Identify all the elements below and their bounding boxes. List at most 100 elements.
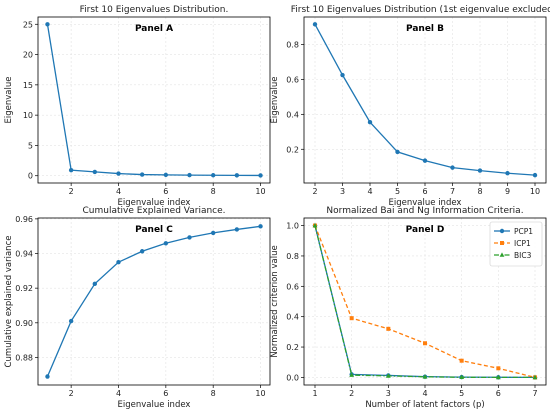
y-tick-label: 10 (23, 111, 33, 120)
x-tick-label: 4 (116, 389, 121, 398)
data-point (92, 281, 98, 287)
x-tick-label: 2 (349, 389, 354, 398)
y-tick-label: 0.6 (286, 75, 299, 84)
data-point (234, 227, 240, 232)
y-tick-label: 0.0 (286, 373, 299, 382)
data-point (116, 259, 121, 265)
x-tick-label: 3 (340, 187, 345, 196)
x-tick-label: 7 (532, 389, 537, 398)
data-point (92, 169, 98, 175)
data-point (312, 22, 318, 27)
y-tick-label: 0.92 (15, 284, 33, 293)
legend-label: ICP1 (514, 239, 531, 248)
data-point (450, 165, 455, 170)
x-tick-label: 6 (422, 187, 427, 196)
y-tick-label: 1.0 (286, 222, 299, 231)
data-point (234, 173, 240, 178)
panel-label: Panel D (406, 225, 445, 235)
data-point (395, 149, 400, 155)
chart-title: First 10 Eigenvalues Distribution. (80, 5, 229, 15)
data-point (477, 168, 483, 173)
x-tick-label: 8 (211, 187, 216, 196)
x-axis-label: Eigenvalue index (118, 400, 191, 410)
series-line (46, 225, 261, 377)
x-tick-label: 1 (312, 389, 317, 398)
data-point (68, 318, 74, 324)
x-axis-label: Number of latent factors (p) (365, 400, 484, 410)
x-tick-label: 5 (459, 389, 464, 398)
x-tick-label: 8 (211, 389, 216, 398)
legend-marker (500, 241, 504, 245)
x-tick-label: 10 (255, 187, 265, 196)
data-point (349, 372, 355, 377)
y-tick-label: 0.4 (286, 313, 299, 322)
y-tick-label: 0.4 (286, 110, 299, 119)
y-tick-label: 0.94 (15, 250, 33, 259)
chart-title: Normalized Bai and Ng Information Criter… (326, 206, 523, 216)
data-point (163, 241, 169, 246)
x-tick-label: 2 (69, 389, 74, 398)
data-point (459, 358, 464, 363)
x-tick-label: 2 (312, 187, 317, 196)
x-tick-label: 9 (505, 187, 510, 196)
x-tick-label: 10 (530, 187, 540, 196)
data-point (139, 172, 145, 177)
y-tick-label: 0.2 (286, 343, 299, 352)
x-tick-label: 4 (422, 389, 427, 398)
x-tick-label: 2 (69, 187, 74, 196)
data-point (45, 374, 50, 379)
chart-panel-b: 2 3 4 5 6 7 8 9 10 0.2 0.4 0.6 0.8 First 10 Eigenvalu… (270, 5, 550, 208)
x-tick-label: 5 (395, 187, 400, 196)
data-point (422, 158, 428, 163)
y-tick-label: 0.6 (286, 282, 299, 291)
x-axis-label: Eigenvalue index (389, 198, 462, 208)
legend-marker (499, 228, 505, 234)
data-point (187, 235, 192, 240)
y-axis-label: Cumulative explained variance (4, 236, 14, 368)
axes-frame (37, 16, 271, 184)
axes-frame (37, 217, 271, 386)
chart-panel-a: 2 4 6 8 10 0 5 10 15 20 25 First 10 Eigenvalues Dis… (4, 5, 271, 208)
data-point (187, 172, 192, 178)
data-point (423, 341, 427, 346)
x-tick-label: 8 (477, 187, 482, 196)
y-axis-label: Eigenvalue (4, 77, 14, 124)
chart-panel-d: 1 2 3 4 5 6 7 0.0 0.2 0.4 0.6 0.8 1.0 Normalized Bai … (270, 206, 547, 410)
data-point (385, 373, 391, 378)
y-tick-label: 0.8 (286, 40, 299, 49)
data-point (258, 224, 263, 229)
x-axis-label: Eigenvalue index (118, 198, 191, 208)
data-point (116, 171, 121, 176)
data-point (386, 326, 391, 331)
legend-marker (499, 252, 505, 257)
x-tick-label: 6 (163, 389, 168, 398)
panel-label: Panel B (406, 24, 444, 34)
chart-title: First 10 Eigenvalues Distribution (1st e… (291, 5, 550, 15)
data-point (367, 119, 373, 125)
data-point (210, 230, 216, 236)
legend-label: BIC3 (514, 251, 532, 260)
x-tick-label: 6 (496, 389, 501, 398)
data-point (532, 172, 538, 178)
x-tick-label: 3 (386, 389, 391, 398)
data-point (340, 72, 345, 78)
x-tick-label: 10 (255, 389, 265, 398)
data-point (258, 173, 263, 178)
chart-title: Cumulative Explained Variance. (82, 206, 225, 216)
data-point (505, 171, 510, 176)
data-point (45, 22, 50, 27)
y-axis-label: Eigenvalue (270, 77, 280, 124)
y-tick-label: 15 (23, 81, 33, 90)
x-tick-label: 4 (367, 187, 372, 196)
legend: PCP1 ICP1 BIC3 (489, 221, 543, 267)
series-line (46, 24, 261, 177)
data-point (459, 374, 465, 380)
x-tick-label: 4 (116, 187, 121, 196)
y-tick-label: 0.90 (15, 319, 33, 328)
data-point (210, 173, 216, 178)
data-point (495, 374, 501, 380)
panel-label: Panel A (135, 24, 173, 34)
legend-label: PCP1 (514, 227, 533, 236)
y-tick-label: 0.8 (286, 252, 299, 261)
data-point (139, 249, 145, 254)
